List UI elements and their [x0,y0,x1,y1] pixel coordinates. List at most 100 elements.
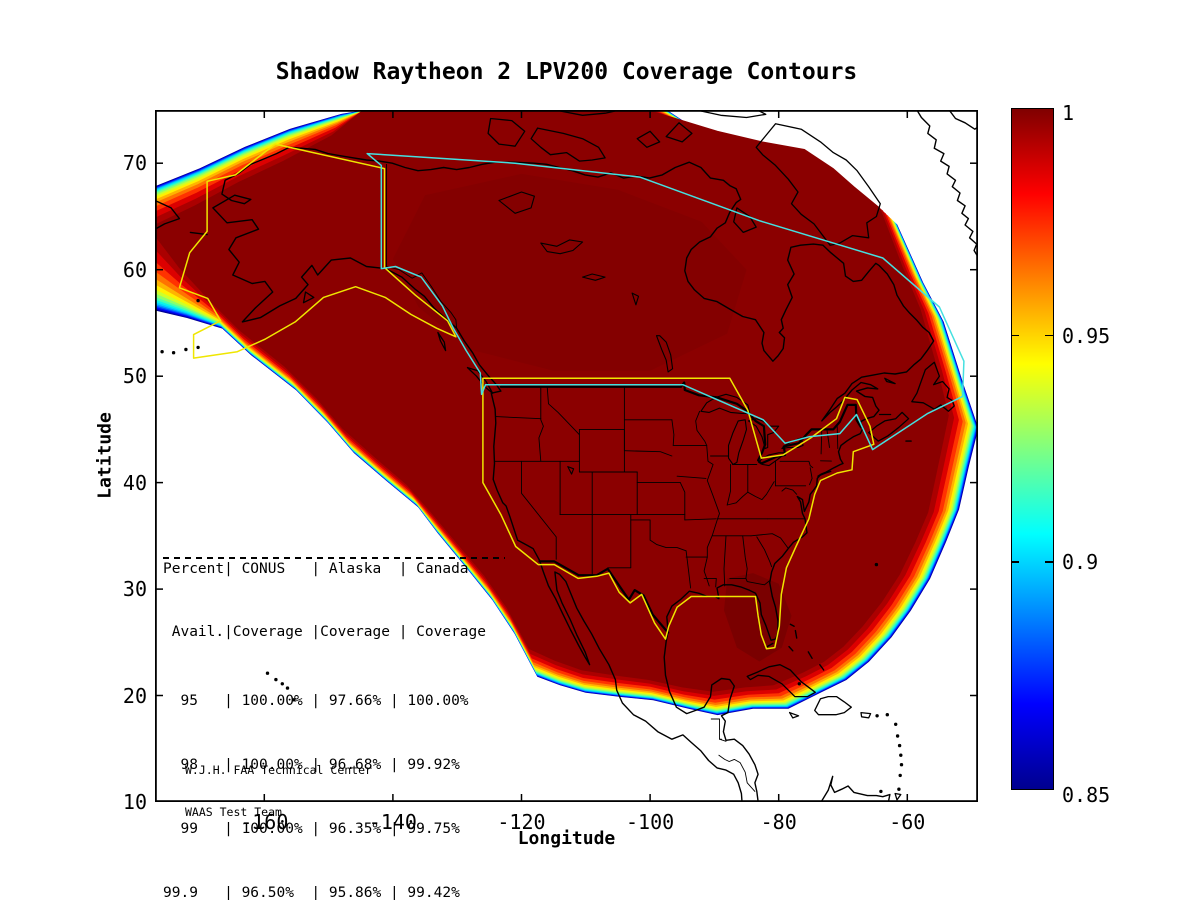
colorbar-tick-mark [1011,334,1019,337]
coverage-core [155,110,949,692]
small-island-dot [171,351,176,355]
state-border [726,481,775,506]
figure-title: Shadow Raytheon 2 LPV200 Coverage Contou… [275,59,858,85]
state-border [718,754,756,792]
coastline [789,623,795,627]
small-island-dot [895,734,900,738]
y-tick-label: 30 [122,577,147,602]
island-outline [636,130,661,148]
island-outline [746,664,816,698]
coverage-dark-patch [392,173,747,371]
state-border [623,450,673,457]
coastline [212,146,935,802]
x-tick-label: -140 [368,810,417,834]
table-row: 95 | 100.00% | 97.66% | 100.00% [163,693,469,710]
x-tick-label: -60 [889,810,926,834]
colorbar-tick-mark [1011,561,1019,563]
table-row: 99.9 | 96.50% | 95.86% | 99.42% [163,885,460,900]
island-outline [560,110,616,116]
colorbar-tick-mark [1045,334,1053,337]
small-island-dot [879,789,883,794]
island-outline [700,110,767,119]
y-tick-label: 40 [122,470,147,495]
x-axis-label: Longitude [517,828,616,849]
credit-text: W.J.H. FAA Technical Center WAAS Test Te… [185,735,372,847]
y-tick-label: 10 [122,790,147,814]
coastline [807,651,813,659]
island-outline [884,377,896,385]
state-border [630,519,687,552]
island-outline [302,291,315,304]
small-island-dot [898,773,902,778]
coastline [948,110,978,130]
lake-outline [631,292,640,306]
island-outline [868,411,910,442]
credit-line2: WAAS Test Team [185,805,282,819]
table-divider [163,557,505,559]
service-volume-outline-cyan [366,152,965,451]
state-border [809,467,813,486]
state-border [607,514,632,569]
small-island-dot [897,787,901,791]
state-border [521,460,557,560]
small-island-dot [280,682,284,686]
island-outline [817,470,832,477]
x-tick-label: -160 [240,810,289,834]
colorbar-tick-mark [1045,561,1053,563]
colorbar-tick-label: 0.95 [1062,323,1111,348]
island-outline [733,207,757,234]
coastline [916,110,978,258]
island-outline [814,695,852,716]
table-header-line1: Percent| CONUS | Alaska | Canada [163,560,469,577]
availability-table: Percent| CONUS | Alaska | Canada Avail.|… [163,516,505,900]
state-border [719,738,727,742]
state-border [495,416,542,420]
small-island-dot [899,763,904,767]
state-border [726,464,731,506]
map-plot [155,110,978,802]
state-border [676,475,707,479]
y-tick-label: 50 [122,364,147,389]
island-outline [665,122,693,143]
lake-outline [655,335,674,373]
small-island-dot [874,562,879,567]
coastline [794,629,798,639]
lake-outline [747,418,780,450]
small-island-dot [285,686,290,690]
small-island-dot [184,347,188,352]
state-border [386,266,458,329]
state-border [779,460,814,469]
island-outline [911,361,955,412]
small-island-dot [875,714,879,718]
y-tick-label: 70 [122,151,147,176]
small-island-dot [292,698,296,702]
island-outline [755,123,881,246]
state-border [546,386,580,436]
service-volume-outline-yellow [178,143,457,359]
state-border [756,536,773,568]
state-border [695,410,708,446]
x-tick-label: -80 [760,810,797,834]
small-island-dot [196,298,200,303]
state-border [742,535,748,579]
y-tick-label: 60 [122,257,147,282]
small-island-dot [274,677,278,682]
small-island-dot [196,345,200,350]
lake-outline [781,437,804,450]
island-outline [466,366,494,394]
small-island-dot [885,713,889,717]
state-border [703,577,717,588]
island-outline [788,711,800,719]
lake-outline [498,191,535,214]
state-border [820,428,823,455]
island-outline [437,331,447,352]
state-border [750,533,789,549]
x-tick-label: -120 [497,810,546,834]
state-border [538,386,544,462]
coastline [766,642,774,648]
state-border [684,518,717,521]
coastline [820,775,891,802]
coverage-map-svg [155,110,978,802]
island-outline [894,792,902,801]
